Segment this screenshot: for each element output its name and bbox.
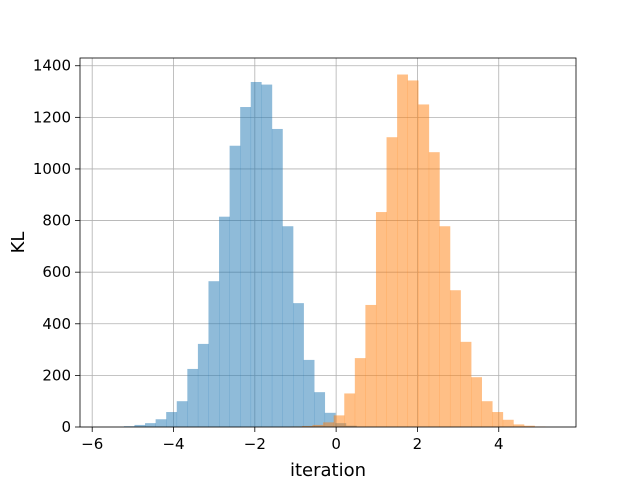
bar-series1-6 (354, 358, 366, 427)
bar-series0-4 (166, 412, 178, 427)
bar-series0-1 (134, 424, 146, 427)
bar-series1-9 (386, 137, 398, 428)
bar-series1-4 (333, 415, 345, 427)
bar-series0-6 (187, 368, 199, 427)
x-axis-ticks: −6 −4 −2 0 2 4 (81, 427, 504, 453)
bar-series1-7 (365, 304, 377, 427)
bar-series1-18 (481, 401, 493, 427)
x-tick-label-4: 2 (413, 435, 423, 453)
bar-series1-8 (375, 212, 387, 427)
x-tick-label-3: 0 (331, 435, 341, 453)
bar-series1-11 (407, 80, 419, 428)
x-tick-label-5: 4 (494, 435, 504, 453)
y-tick-label-4: 800 (42, 212, 71, 230)
y-tick-label-5: 1000 (33, 160, 71, 178)
y-tick-label-7: 1400 (33, 57, 71, 75)
bar-series1-16 (460, 341, 472, 427)
bar-series0-11 (240, 107, 252, 428)
y-tick-label-1: 200 (42, 366, 71, 384)
y-tick-label-3: 600 (42, 263, 71, 281)
y-tick-label-0: 0 (61, 418, 71, 436)
y-axis-label: KL (8, 232, 29, 254)
bar-series1-22 (523, 425, 535, 427)
bar-series0-9 (219, 216, 230, 427)
bar-series0-2 (145, 423, 156, 427)
bar-series1-13 (428, 152, 440, 428)
bar-series0-19 (324, 412, 336, 427)
bar-series0-3 (155, 419, 167, 427)
bar-series0-8 (208, 281, 220, 427)
x-tick-label-0: −6 (81, 435, 103, 453)
bar-series1-14 (439, 226, 451, 427)
x-tick-label-1: −4 (162, 435, 184, 453)
y-tick-label-6: 1200 (33, 108, 71, 126)
bar-series0-13 (261, 84, 273, 428)
bar-series0-10 (229, 145, 241, 428)
bar-series1-5 (344, 393, 356, 427)
bar-series0-16 (293, 303, 304, 427)
x-axis-label: iteration (290, 460, 366, 480)
bar-series1-21 (513, 424, 525, 427)
bar-series1-15 (449, 290, 461, 427)
bar-series0-17 (303, 359, 315, 427)
bar-series0-7 (197, 343, 209, 427)
y-tick-label-2: 400 (42, 315, 71, 333)
histogram-bars (123, 74, 546, 428)
bar-series0-18 (314, 392, 326, 427)
bar-series0-5 (176, 401, 188, 427)
grid (80, 58, 576, 428)
bar-series1-12 (418, 104, 430, 427)
bar-series0-12 (250, 81, 262, 428)
bar-series0-14 (271, 128, 283, 427)
bar-series1-20 (502, 419, 514, 427)
plot-frame (79, 57, 577, 428)
bar-series1-10 (397, 74, 408, 428)
bar-series1-1 (301, 425, 313, 427)
bar-series1-3 (323, 422, 334, 427)
bar-series1-17 (471, 377, 482, 427)
bar-series0-15 (282, 226, 294, 427)
x-tick-label-2: −2 (244, 435, 266, 453)
bar-series1-19 (492, 412, 504, 427)
y-axis-ticks: 0 200 400 600 800 1000 1200 1400 (33, 57, 80, 436)
bar-series1-2 (312, 424, 324, 427)
